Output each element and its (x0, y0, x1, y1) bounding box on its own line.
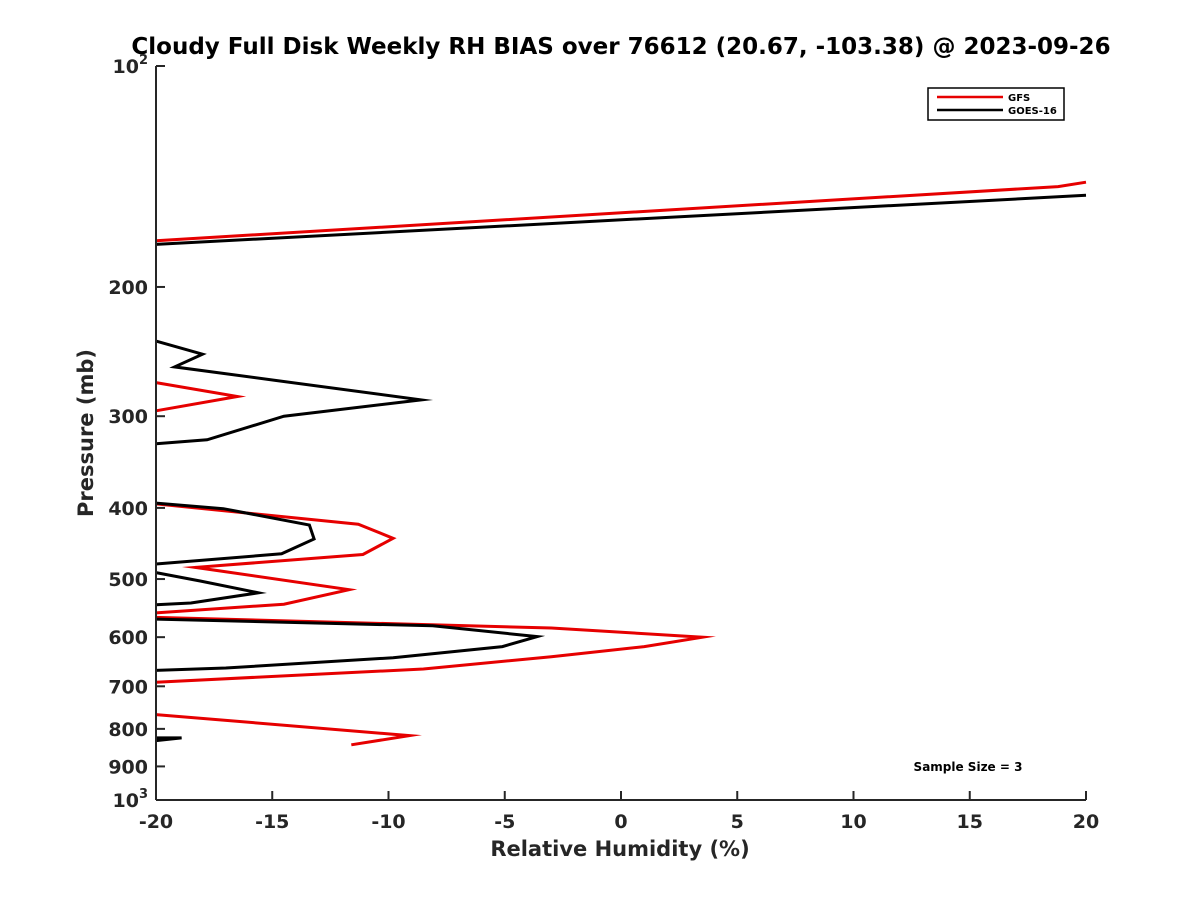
legend-label-gfs: GFS (1008, 93, 1030, 104)
x-tick-label: 10 (840, 811, 866, 833)
series-goes16-segment-2 (155, 339, 434, 446)
y-tick-label: 800 (108, 719, 148, 741)
series-gfs-segment-5 (155, 713, 422, 747)
series-goes16-segment-3 (155, 501, 316, 566)
sample-size-annotation: Sample Size = 3 (914, 760, 1023, 774)
y-tick-base: 10 (113, 56, 139, 78)
y-tick-exponent: 3 (139, 787, 148, 802)
series-goes16-segment-1 (155, 193, 1087, 246)
series-gfs-segment-4 (155, 615, 716, 684)
y-tick-label: 700 (108, 676, 148, 698)
y-tick-label: 103 (113, 787, 149, 812)
series-goes16-segment-4 (155, 571, 267, 607)
x-tick-label: 0 (614, 811, 627, 833)
plot-lines (155, 180, 1087, 747)
x-tick-label: -5 (494, 811, 515, 833)
y-tick-label: 300 (108, 406, 148, 428)
x-tick-label: -10 (371, 811, 405, 833)
series-gfs-segment-1 (155, 180, 1087, 243)
y-tick-label: 200 (108, 277, 148, 299)
x-ticks: -20 -15 -10 -5 0 5 10 15 20 (139, 791, 1099, 833)
y-tick-label: 900 (108, 756, 148, 778)
x-tick-label: 15 (957, 811, 983, 833)
legend-label-goes16: GOES-16 (1008, 106, 1057, 117)
series-goes16-segment-5 (155, 617, 546, 672)
series-goes16-segment-6 (155, 736, 182, 743)
y-tick-label: 600 (108, 627, 148, 649)
legend-box (927, 87, 1065, 121)
chart-title: Cloudy Full Disk Weekly RH BIAS over 766… (131, 34, 1110, 60)
series-gfs-segment-3 (155, 502, 397, 615)
x-tick-label: -20 (139, 811, 173, 833)
y-tick-label: 500 (108, 569, 148, 591)
series-gfs-segment-2 (155, 381, 247, 413)
x-tick-label: 5 (731, 811, 744, 833)
legend: GFS GOES-16 (927, 87, 1065, 121)
y-axis-label: Pressure (mb) (74, 349, 98, 517)
x-axis-label: Relative Humidity (%) (490, 837, 749, 861)
y-tick-exponent: 2 (139, 53, 148, 68)
y-tick-label: 102 (113, 53, 149, 78)
y-tick-label: 400 (108, 498, 148, 520)
y-tick-base: 10 (113, 790, 139, 812)
x-tick-label: -15 (255, 811, 289, 833)
x-tick-label: 20 (1073, 811, 1099, 833)
